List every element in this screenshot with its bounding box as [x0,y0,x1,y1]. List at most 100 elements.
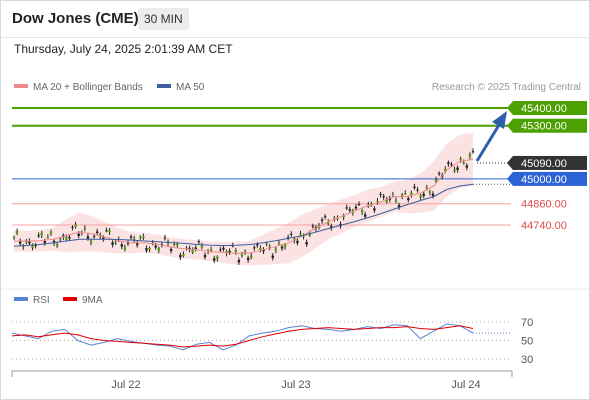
candle-body [83,228,87,230]
level-label-pivot-bg [513,171,587,186]
candle-body [237,259,241,263]
ma50-legend-swatch [157,84,171,88]
candle-body [228,250,231,253]
candle-body [185,247,188,249]
candle-body [259,248,262,251]
candle-body [450,164,453,166]
bollinger-bands [14,132,473,266]
candle-body [123,247,127,250]
candle-body [253,247,256,249]
candle-body [345,207,348,209]
candle-body [191,250,194,253]
x-label-jul22: Jul 22 [111,379,140,391]
candle-body [154,245,157,248]
candle-body [59,239,62,241]
candle-body [148,247,151,250]
level-label-pivot: 45000.00 [521,174,567,186]
candle-body [416,189,419,191]
rsi-tick-label: 30 [521,354,533,366]
candle-body [139,236,142,238]
candle-body [363,214,367,217]
candle-body [22,245,25,248]
candle-body [360,210,364,213]
candle-body [95,231,99,234]
candle-body [243,251,247,253]
candle-body [18,241,22,244]
candle-body [299,233,302,235]
price-levels [12,107,511,226]
candle-body [373,208,376,211]
rsi-ma-legend-swatch [63,297,77,301]
candle-body [34,245,37,247]
candle-body [286,237,290,239]
candle-body [330,225,333,229]
candle-body [68,237,71,239]
candle-body [55,244,59,247]
candle-body [274,248,278,251]
candle-body [453,169,456,172]
candle-body [250,255,253,258]
candle-body [357,203,361,205]
rsi-ma-line [11,325,474,348]
ma20-line [13,158,474,254]
candle-body [459,158,462,160]
candle-body [160,244,164,246]
candle-body [465,165,469,168]
candle-body [200,245,204,248]
candle-body [179,254,182,258]
credit-text: Research © 2025 Trading Central [432,82,581,93]
candle-body [157,247,160,251]
candle-body [283,244,287,247]
rsi-legend-swatch [14,297,28,301]
candle-body [102,237,105,240]
candle-body [434,179,438,182]
candle-body [379,193,382,195]
candle-body [65,237,68,240]
candle-body [182,254,185,257]
candle-body [280,246,284,249]
candle-body [265,243,268,245]
candle-body [71,226,74,228]
ma20-legend-swatch [14,84,28,88]
candle-body [407,198,410,201]
candle-body [43,240,47,244]
header-bar: Dow Jones (CME) 30 MIN [1,1,589,38]
timeframe-button[interactable]: 30 MIN [138,8,189,30]
level-label-target-pointer [507,118,513,133]
candle-body [277,243,281,245]
candle-body [77,233,80,237]
candle-body [348,209,351,211]
candle-body [256,244,259,246]
candle-body [323,216,327,218]
candle-body [92,236,96,238]
candle-body [333,217,336,219]
candle-body [108,230,111,233]
candle-body [240,254,244,256]
candle-body [145,248,148,251]
candle-body [231,245,234,247]
ma20-legend-label: MA 20 + Bollinger Bands [33,82,143,93]
candle-body [163,237,167,239]
candle-body [385,199,388,203]
level-label-target-bg [513,118,587,133]
rsi-line [11,323,474,351]
candle-body [342,215,345,218]
candle-body [197,241,201,243]
candle-body [305,242,308,245]
rsi-tick-label: 70 [521,317,533,329]
candle-body [308,233,311,236]
candle-body [219,249,222,251]
candle-body [354,206,358,209]
candle-body [462,162,465,164]
candle-body [111,242,114,245]
candle-body [471,151,475,153]
timestamp: Thursday, July 24, 2025 2:01:39 AM CET [14,42,233,56]
candle-body [431,193,435,197]
candle-body [391,193,395,195]
candle-body [262,249,265,252]
candle-body [271,255,274,259]
level-label-target-bg [513,101,587,115]
candle-body [136,243,139,246]
price-level-labels: 45400.00 45300.00 45090.00 45000.00 44860.00… [507,101,587,232]
